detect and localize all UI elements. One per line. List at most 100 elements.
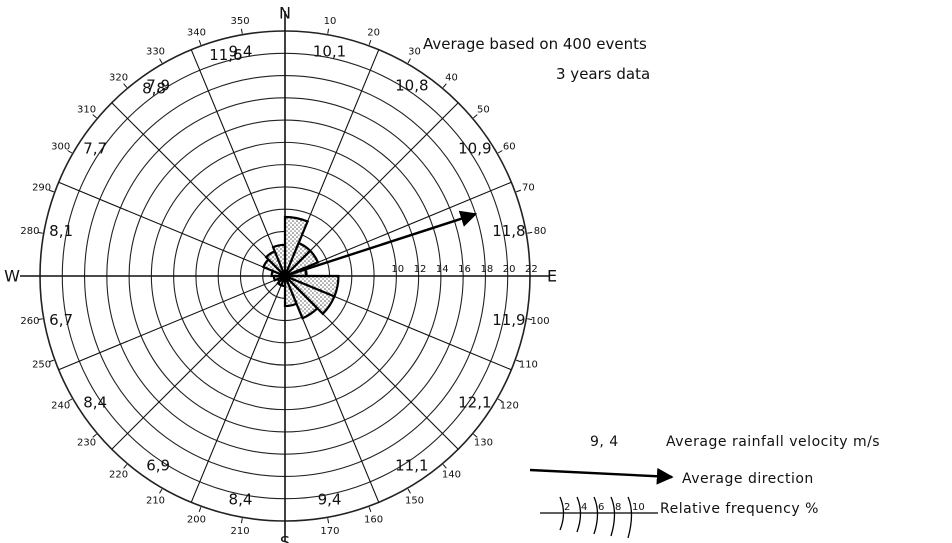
legend-frequency-arc xyxy=(559,496,565,531)
degree-label: 60 xyxy=(503,142,516,153)
degree-tick xyxy=(497,398,503,402)
degree-label: 320 xyxy=(109,73,128,84)
degree-tick xyxy=(37,231,43,234)
degree-label: 70 xyxy=(522,182,535,193)
velocity-label: 7,9 xyxy=(146,77,170,95)
degree-label: 330 xyxy=(146,47,165,58)
legend-frequency-arc xyxy=(627,496,633,539)
degree-label: 10 xyxy=(324,16,337,27)
degree-label: 310 xyxy=(77,105,96,116)
degree-label: 80 xyxy=(534,226,547,237)
degree-tick xyxy=(407,488,411,494)
legend-frequency-arc xyxy=(593,496,599,535)
velocity-label: 9,4 xyxy=(229,43,253,61)
direction-line xyxy=(284,102,459,277)
degree-tick xyxy=(442,464,447,469)
degree-tick xyxy=(92,114,97,119)
radial-tick-label: 22 xyxy=(525,264,538,275)
degree-tick xyxy=(37,318,43,321)
legend-direction-arrow xyxy=(529,467,674,485)
radial-tick-label: 10 xyxy=(391,264,404,275)
legend-frequency-tick: 6 xyxy=(598,502,604,513)
degree-label: 200 xyxy=(187,514,206,525)
legend-sample-value: 9, 4 xyxy=(590,434,619,450)
direction-line xyxy=(111,102,286,277)
velocity-label: 6,7 xyxy=(49,311,73,329)
legend-frequency-label: Relative frequency % xyxy=(660,501,819,517)
direction-line xyxy=(190,49,286,277)
degree-tick xyxy=(123,464,128,469)
degree-label: 40 xyxy=(445,73,458,84)
cardinal-label: S xyxy=(280,533,290,543)
legend-frequency-arc xyxy=(576,496,582,533)
degree-tick xyxy=(473,433,478,438)
degree-tick xyxy=(527,318,533,321)
degree-tick xyxy=(92,433,97,438)
cardinal-label: W xyxy=(4,267,20,286)
degree-tick xyxy=(123,83,128,88)
velocity-label: 8,4 xyxy=(229,490,253,508)
direction-line xyxy=(190,275,286,503)
degree-label: 110 xyxy=(519,360,538,371)
velocity-label: 10,1 xyxy=(313,43,346,61)
degree-label: 220 xyxy=(109,469,128,480)
degree-label: 210 xyxy=(146,495,165,506)
degree-label: 340 xyxy=(187,28,206,39)
degree-tick xyxy=(240,518,243,524)
velocity-label: 7,7 xyxy=(83,140,107,158)
average-direction-arrow xyxy=(284,210,478,278)
frequency-wedge xyxy=(283,275,298,308)
degree-label: 300 xyxy=(51,142,70,153)
velocity-label: 10,9 xyxy=(458,140,491,158)
degree-label: 260 xyxy=(20,316,39,327)
degree-tick xyxy=(48,189,55,193)
cardinal-labels: N E S W xyxy=(4,4,557,543)
degree-label: 170 xyxy=(320,526,339,537)
degree-label: 120 xyxy=(500,401,519,412)
degree-tick xyxy=(198,506,202,513)
velocity-label: 11,6 xyxy=(209,46,242,64)
degree-label: 250 xyxy=(32,360,51,371)
legend-direction-label: Average direction xyxy=(682,471,814,487)
direction-line xyxy=(58,275,286,371)
frequency-wedge xyxy=(271,243,287,277)
legend-frequency-tick: 2 xyxy=(564,502,570,513)
degree-tick xyxy=(473,114,478,119)
frequency-wedge xyxy=(284,274,336,316)
radial-tick-label: 18 xyxy=(480,264,493,275)
velocity-label: 11,9 xyxy=(492,311,525,329)
direction-line xyxy=(58,181,286,277)
degree-tick xyxy=(240,28,243,34)
legend-graphics: 2 4 6 8 10 xyxy=(529,467,674,539)
degree-label: 100 xyxy=(531,316,550,327)
cardinal-label: E xyxy=(547,267,557,286)
degree-tick xyxy=(198,39,202,46)
velocity-label: 8,8 xyxy=(142,79,166,97)
degree-label: 210 xyxy=(230,526,249,537)
degree-label: 20 xyxy=(367,28,380,39)
degree-tick xyxy=(515,189,522,193)
velocity-label: 11,1 xyxy=(395,456,428,474)
legend-frequency-tick: 10 xyxy=(632,502,645,513)
legend-frequency-tick: 8 xyxy=(615,502,621,513)
degree-label: 290 xyxy=(32,182,51,193)
degree-label: 140 xyxy=(442,469,461,480)
degree-tick xyxy=(442,83,447,88)
degree-label: 280 xyxy=(20,226,39,237)
degree-label: 230 xyxy=(77,437,96,448)
velocity-label: 11,8 xyxy=(492,222,525,240)
velocity-labels: 10,1 10,8 10,9 11,8 11,9 12,1 11,1 9,4 8,4 6,9 8,4… xyxy=(49,43,525,509)
header-line-1: Average based on 400 events xyxy=(423,35,647,53)
degree-tick xyxy=(327,518,330,524)
velocity-label: 10,8 xyxy=(395,77,428,95)
velocity-label: 8,4 xyxy=(83,393,107,411)
degree-label: 350 xyxy=(230,16,249,27)
degree-labels: 10 20 30 40 50 60 70 80 100 110 120 130 140 150 160 170… xyxy=(20,16,549,537)
velocity-label: 6,9 xyxy=(146,456,170,474)
degree-label: 240 xyxy=(51,401,70,412)
radial-tick-label: 16 xyxy=(458,264,471,275)
velocity-label: 12,1 xyxy=(458,393,491,411)
frequency-wedge xyxy=(283,275,319,320)
legend-frequency-tick: 4 xyxy=(581,502,587,513)
